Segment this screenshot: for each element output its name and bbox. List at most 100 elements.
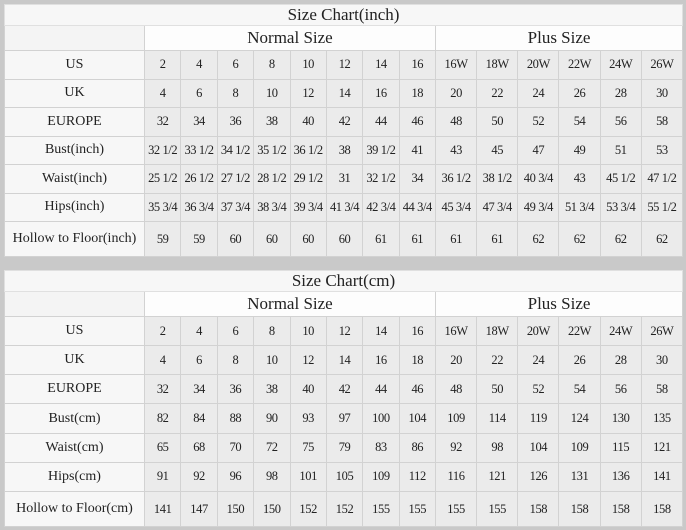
size-value-cell: 30: [640, 345, 684, 376]
size-value-cell: 30: [640, 78, 684, 108]
size-value-cell: 36: [216, 107, 255, 137]
size-value-cell: 24: [517, 78, 560, 108]
size-value-cell: 4: [180, 50, 218, 80]
size-value-cell: 60: [325, 221, 364, 257]
size-value-cell: 10: [253, 78, 291, 108]
size-value-cell: 52: [517, 107, 560, 137]
size-value-cell: 90: [253, 403, 291, 434]
size-value-cell: 46: [398, 374, 437, 405]
size-value-cell: 98: [476, 432, 519, 463]
size-value-cell: 155: [476, 491, 519, 527]
size-value-cell: 58: [640, 374, 684, 405]
size-value-cell: 22W: [558, 315, 601, 347]
size-value-cell: 14: [362, 50, 400, 80]
size-value-cell: 112: [398, 461, 437, 493]
table-row: Hips(inch) 35 3/4 36 3/4 37 3/4 38 3/4 39 3/4…: [4, 192, 684, 222]
group-header-normal: Normal Size: [144, 291, 436, 317]
size-value-cell: 32 1/2: [143, 135, 182, 165]
size-value-cell: 109: [434, 403, 478, 434]
size-value-cell: 158: [517, 491, 560, 527]
size-value-cell: 26W: [640, 315, 684, 347]
size-value-cell: 75: [289, 432, 327, 463]
size-value-cell: 28 1/2: [253, 164, 291, 194]
size-value-cell: 147: [180, 491, 218, 527]
row-label: Waist(cm): [4, 432, 145, 463]
size-value-cell: 121: [640, 432, 684, 463]
corner-cell: [4, 25, 145, 51]
row-label: EUROPE: [4, 374, 145, 405]
size-value-cell: 131: [558, 461, 601, 493]
row-label: Bust(inch): [4, 135, 145, 165]
size-value-cell: 62: [558, 221, 601, 257]
size-value-cell: 150: [253, 491, 291, 527]
size-value-cell: 42: [325, 374, 364, 405]
size-value-cell: 84: [180, 403, 218, 434]
row-label: Hollow to Floor(inch): [4, 221, 145, 257]
size-value-cell: 24: [517, 345, 560, 376]
size-value-cell: 62: [640, 221, 684, 257]
size-value-cell: 116: [434, 461, 478, 493]
size-value-cell: 32: [143, 107, 182, 137]
size-value-cell: 44: [362, 374, 400, 405]
size-value-cell: 98: [253, 461, 291, 493]
size-value-cell: 40 3/4: [517, 164, 560, 194]
size-value-cell: 124: [558, 403, 601, 434]
size-value-cell: 18W: [476, 315, 519, 347]
size-value-cell: 38 3/4: [253, 192, 291, 222]
size-value-cell: 16: [398, 315, 437, 347]
table-row: Hollow to Floor(cm) 141 147 150 150 152 152 155…: [4, 491, 684, 527]
size-value-cell: 33 1/2: [180, 135, 218, 165]
size-value-cell: 36: [216, 374, 255, 405]
size-value-cell: 44: [362, 107, 400, 137]
size-value-cell: 16: [362, 345, 400, 376]
size-value-cell: 45 1/2: [599, 164, 642, 194]
size-value-cell: 27 1/2: [216, 164, 255, 194]
size-value-cell: 92: [434, 432, 478, 463]
size-value-cell: 12: [289, 345, 327, 376]
size-value-cell: 20W: [517, 50, 560, 80]
table-row: UK 4 6 8 10 12 14 16 18 20 22 24 26 28 30: [4, 345, 684, 376]
size-value-cell: 22: [476, 78, 519, 108]
group-header-plus: Plus Size: [434, 291, 684, 317]
table-row: UK 4 6 8 10 12 14 16 18 20 22 24 26 28 30: [4, 78, 684, 108]
group-header-plus: Plus Size: [434, 25, 684, 51]
size-chart-inch: Size Chart(inch) Normal Size Plus Size US…: [3, 4, 684, 257]
size-value-cell: 12: [325, 315, 364, 347]
size-value-cell: 70: [216, 432, 255, 463]
size-value-cell: 18: [398, 78, 437, 108]
size-value-cell: 114: [476, 403, 519, 434]
size-value-cell: 12: [289, 78, 327, 108]
size-value-cell: 34: [398, 164, 437, 194]
size-value-cell: 4: [143, 345, 182, 376]
row-label: Hips(cm): [4, 461, 145, 493]
size-value-cell: 72: [253, 432, 291, 463]
size-value-cell: 36 3/4: [180, 192, 218, 222]
size-value-cell: 53 3/4: [599, 192, 642, 222]
size-value-cell: 26: [558, 78, 601, 108]
size-value-cell: 8: [253, 315, 291, 347]
size-value-cell: 42 3/4: [362, 192, 400, 222]
size-value-cell: 104: [398, 403, 437, 434]
size-value-cell: 54: [558, 374, 601, 405]
size-value-cell: 18W: [476, 50, 519, 80]
size-value-cell: 109: [362, 461, 400, 493]
size-value-cell: 49 3/4: [517, 192, 560, 222]
size-value-cell: 61: [434, 221, 478, 257]
size-value-cell: 158: [599, 491, 642, 527]
size-value-cell: 115: [599, 432, 642, 463]
size-value-cell: 51 3/4: [558, 192, 601, 222]
size-value-cell: 53: [640, 135, 684, 165]
size-table: Size Chart(cm) Normal Size Plus Size US 2 4…: [3, 270, 684, 527]
table-row: Waist(cm) 65 68 70 72 75 79 83 86 92 98 104 109 115 12…: [4, 432, 684, 463]
size-value-cell: 28: [599, 78, 642, 108]
row-label: US: [4, 50, 145, 80]
row-label: Hips(inch): [4, 192, 145, 222]
size-value-cell: 39 3/4: [289, 192, 327, 222]
size-value-cell: 92: [180, 461, 218, 493]
size-value-cell: 59: [180, 221, 218, 257]
size-value-cell: 61: [362, 221, 400, 257]
size-value-cell: 44 3/4: [398, 192, 437, 222]
size-value-cell: 121: [476, 461, 519, 493]
size-value-cell: 24W: [599, 315, 642, 347]
size-value-cell: 65: [143, 432, 182, 463]
